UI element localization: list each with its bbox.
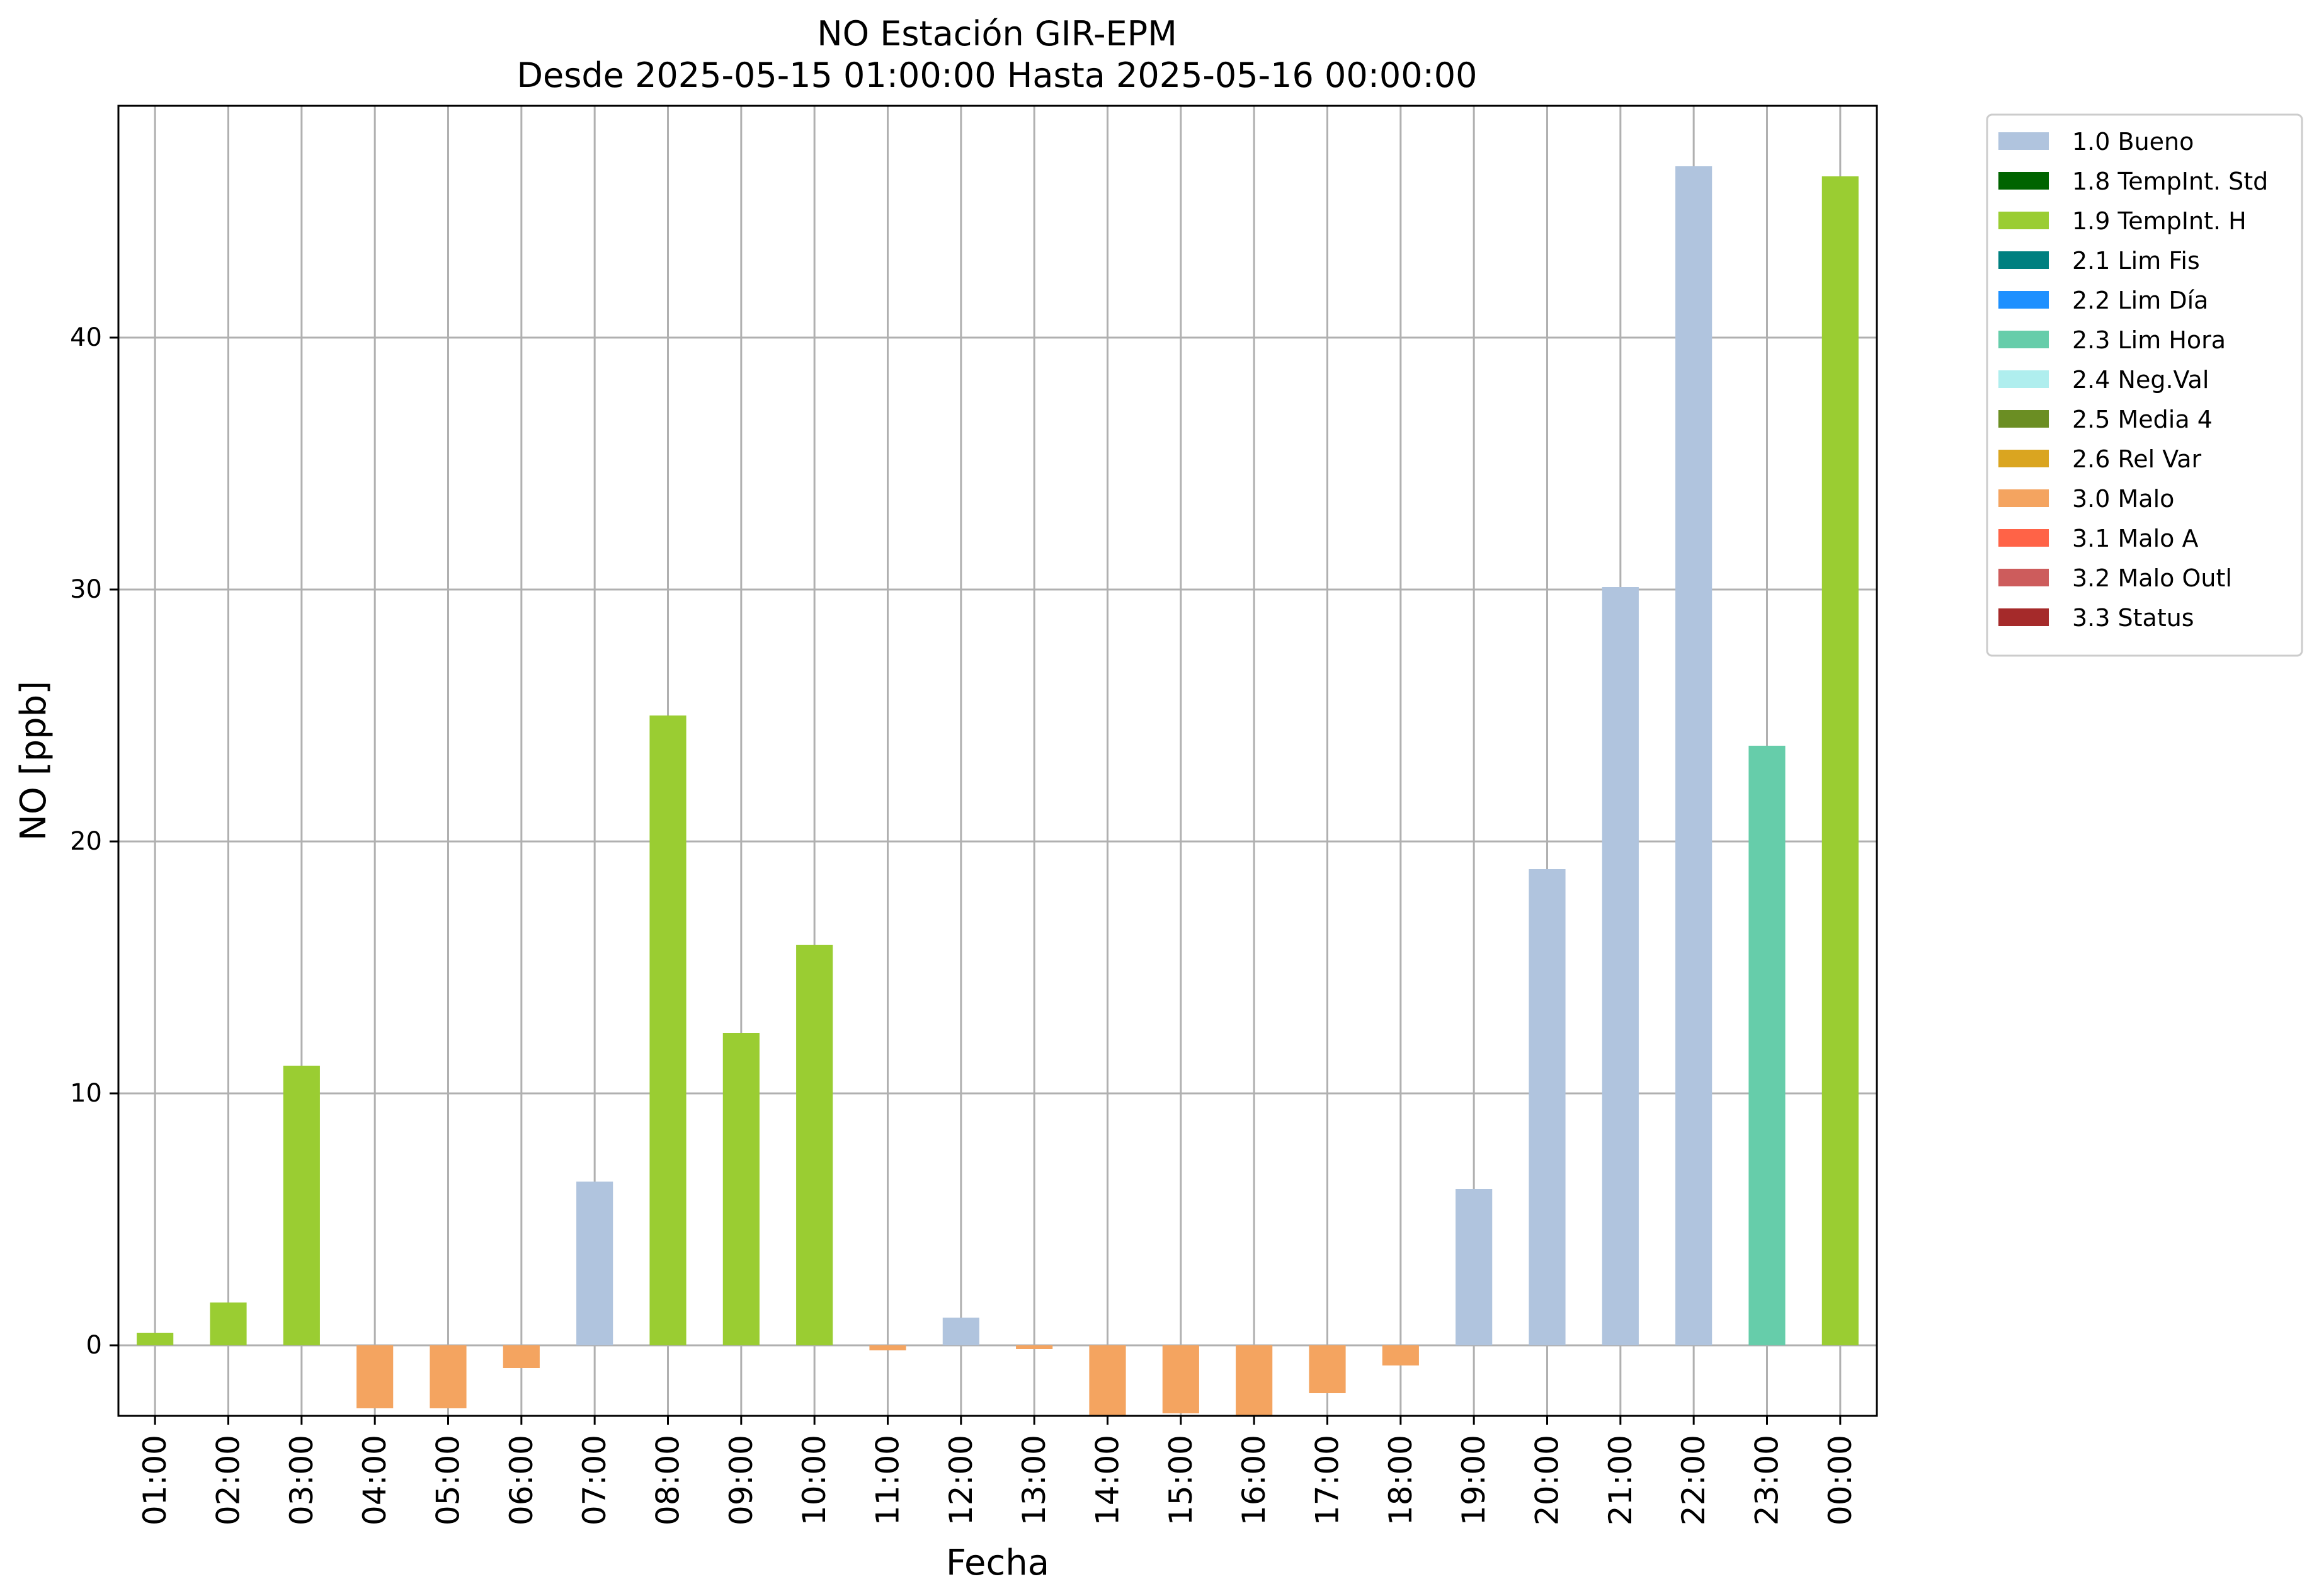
bar-1100 — [869, 1345, 906, 1350]
bar-1700 — [1309, 1345, 1346, 1393]
bar-1000 — [796, 945, 833, 1345]
bar-1900 — [1456, 1189, 1493, 1345]
bar-1300 — [1016, 1345, 1053, 1349]
y-tick-label: 20 — [70, 827, 102, 856]
legend-swatch — [1998, 410, 2049, 428]
chart-subtitle: Desde 2025-05-15 01:00:00 Hasta 2025-05-… — [516, 55, 1477, 95]
bar-0000 — [1821, 176, 1859, 1345]
legend-swatch — [1998, 172, 2049, 190]
legend-swatch — [1998, 251, 2049, 269]
bar-0800 — [649, 715, 687, 1345]
bar-1500 — [1162, 1345, 1199, 1413]
bar-2100 — [1602, 587, 1639, 1345]
legend-swatch — [1998, 608, 2049, 626]
legend-label: 2.2 Lim Día — [2072, 287, 2208, 314]
bar-1400 — [1089, 1345, 1126, 1416]
x-tick-label: 10:00 — [796, 1435, 833, 1525]
legend-swatch — [1998, 529, 2049, 547]
x-tick-label: 03:00 — [283, 1435, 320, 1525]
x-tick-label: 19:00 — [1456, 1435, 1492, 1525]
bar-1800 — [1382, 1345, 1419, 1365]
legend-label: 3.1 Malo A — [2072, 525, 2198, 552]
legend: 1.0 Bueno 1.8 TempInt. Std 1.9 TempInt. H 2… — [1986, 113, 2303, 657]
x-tick-label: 06:00 — [503, 1435, 540, 1525]
x-tick-label: 01:00 — [137, 1435, 173, 1525]
x-tick-label: 07:00 — [576, 1435, 613, 1525]
bar-0900 — [722, 1033, 760, 1345]
legend-label: 2.4 Neg.Val — [2072, 366, 2209, 394]
x-tick-label: 20:00 — [1529, 1435, 1566, 1525]
x-axis-label: Fecha — [946, 1542, 1049, 1583]
x-tick-label: 16:00 — [1236, 1435, 1272, 1525]
bar-1200 — [942, 1318, 979, 1345]
bar-0700 — [576, 1182, 613, 1345]
x-tick-label: 22:00 — [1675, 1435, 1712, 1525]
x-axis: 01:00 02:00 03:00 04:00 05:00 06:00 07:00 08:00… — [137, 1416, 1859, 1525]
x-tick-label: 13:00 — [1016, 1435, 1052, 1525]
y-tick-label: 0 — [86, 1331, 102, 1360]
chart-title: NO Estación GIR-EPM — [817, 14, 1177, 54]
y-tick-label: 10 — [70, 1079, 102, 1108]
legend-swatch — [1998, 450, 2049, 467]
legend-swatch — [1998, 212, 2049, 229]
legend-label: 2.3 Lim Hora — [2072, 326, 2226, 354]
legend-label: 2.5 Media 4 — [2072, 406, 2213, 433]
bar-2000 — [1529, 869, 1566, 1345]
legend-swatch — [1998, 569, 2049, 586]
x-tick-label: 23:00 — [1749, 1435, 1786, 1525]
legend-label: 2.1 Lim Fis — [2072, 247, 2200, 275]
x-tick-label: 08:00 — [650, 1435, 687, 1525]
bar-1600 — [1236, 1345, 1273, 1416]
legend-swatch — [1998, 331, 2049, 348]
x-tick-label: 21:00 — [1602, 1435, 1639, 1525]
legend-swatch — [1998, 291, 2049, 309]
legend-swatch — [1998, 370, 2049, 388]
legend-swatch — [1998, 489, 2049, 507]
legend-label: 1.9 TempInt. H — [2072, 207, 2247, 235]
bar-0600 — [503, 1345, 540, 1368]
bar-0300 — [283, 1066, 320, 1345]
x-tick-label: 11:00 — [870, 1435, 906, 1525]
x-tick-label: 05:00 — [430, 1435, 467, 1525]
x-tick-label: 12:00 — [943, 1435, 979, 1525]
bar-0400 — [356, 1345, 394, 1408]
bar-0200 — [210, 1302, 247, 1345]
y-axis-label: NO [ppb] — [13, 681, 54, 841]
x-tick-label: 00:00 — [1822, 1435, 1859, 1525]
bar-0500 — [430, 1345, 467, 1408]
x-tick-label: 17:00 — [1309, 1435, 1346, 1525]
bar-2300 — [1748, 746, 1786, 1345]
x-tick-label: 15:00 — [1163, 1435, 1199, 1525]
y-tick-label: 40 — [70, 323, 102, 352]
legend-label: 1.8 TempInt. Std — [2072, 168, 2268, 195]
bars-group — [137, 166, 1859, 1416]
legend-label: 3.0 Malo — [2072, 485, 2174, 513]
x-tick-label: 18:00 — [1382, 1435, 1419, 1525]
legend-label: 3.2 Malo Outl — [2072, 564, 2232, 592]
legend-label: 2.6 Rel Var — [2072, 445, 2202, 473]
legend-label: 3.3 Status — [2072, 604, 2194, 632]
x-tick-label: 09:00 — [723, 1435, 760, 1525]
legend-swatch — [1998, 132, 2049, 150]
y-axis: 0 10 20 30 40 — [70, 323, 118, 1360]
x-tick-label: 02:00 — [210, 1435, 247, 1525]
bar-0100 — [137, 1333, 174, 1345]
bar-2200 — [1675, 166, 1712, 1345]
legend-frame — [1986, 113, 2303, 657]
x-tick-label: 14:00 — [1090, 1435, 1126, 1525]
x-tick-label: 04:00 — [356, 1435, 393, 1525]
y-tick-label: 30 — [70, 575, 102, 604]
plot-frame — [117, 105, 1878, 1417]
legend-label: 1.0 Bueno — [2072, 128, 2194, 156]
